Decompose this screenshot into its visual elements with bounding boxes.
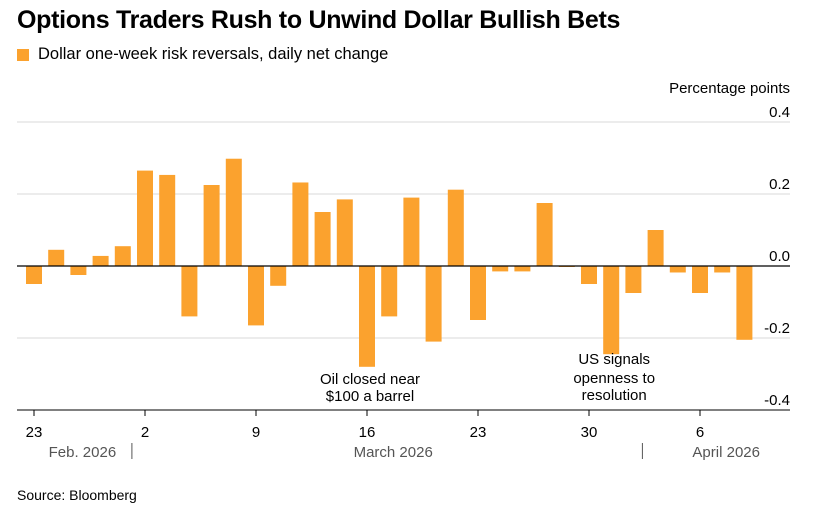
bar [470,266,486,320]
bar [359,266,375,367]
bar [181,266,198,317]
bar [70,266,87,275]
bar [692,266,708,293]
bar [248,266,264,326]
bar [447,189,464,266]
legend-label: Dollar one-week risk reversals, daily ne… [38,45,389,63]
bar [292,182,309,266]
bar [26,266,42,284]
bar [581,266,597,284]
x-tick-label: 23 [470,424,487,441]
x-tick-label: 23 [26,424,43,441]
bar [92,255,109,266]
y-tick-label: 0.4 [769,104,790,121]
bar [225,158,242,266]
legend-swatch [17,48,29,61]
bar [714,266,731,273]
annotation-text: Oil closed near [320,371,420,388]
y-tick-label: -0.2 [764,320,790,337]
annotation-text: openness to [573,370,655,387]
bar [270,266,287,286]
x-tick-label: 2 [141,424,149,441]
y-tick-label: -0.4 [764,392,790,409]
source-note: Source: Bloomberg [17,487,137,503]
annotation-text: US signals [578,351,650,368]
y-axis-title: Percentage points [669,80,790,97]
bar [425,266,442,342]
month-label: March 2026 [354,444,433,461]
bar [603,266,620,355]
x-tick-label: 30 [581,424,598,441]
bar [159,174,176,266]
bar [403,197,420,266]
chart-title: Options Traders Rush to Unwind Dollar Bu… [17,6,621,34]
x-tick-label: 6 [696,424,704,441]
y-tick-label: 0.2 [769,176,790,193]
risk-reversal-bar-chart: Percentage points 0.4 0.2 0.0 -0.2 -0.4 23 2 9 16… [17,80,790,461]
bar [381,266,398,317]
bar [336,199,353,266]
annotation-text: resolution [582,387,647,404]
legend: Dollar one-week risk reversals, daily ne… [17,45,388,64]
x-tick-label: 16 [359,424,376,441]
bar [203,185,220,266]
bar [647,230,664,266]
bar [514,266,531,272]
x-tick-label: 9 [252,424,260,441]
annotation-text: $100 a barrel [326,388,414,405]
bar [625,266,642,293]
y-tick-label: 0.0 [769,248,790,265]
bar [48,249,65,266]
month-label: Feb. 2026 [49,444,117,461]
bar [492,266,509,272]
bar [137,170,153,266]
bar [114,246,131,266]
month-label: April 2026 [692,444,760,461]
bar [669,266,686,273]
bar [314,212,331,266]
bar [736,266,753,340]
bar [536,203,553,266]
